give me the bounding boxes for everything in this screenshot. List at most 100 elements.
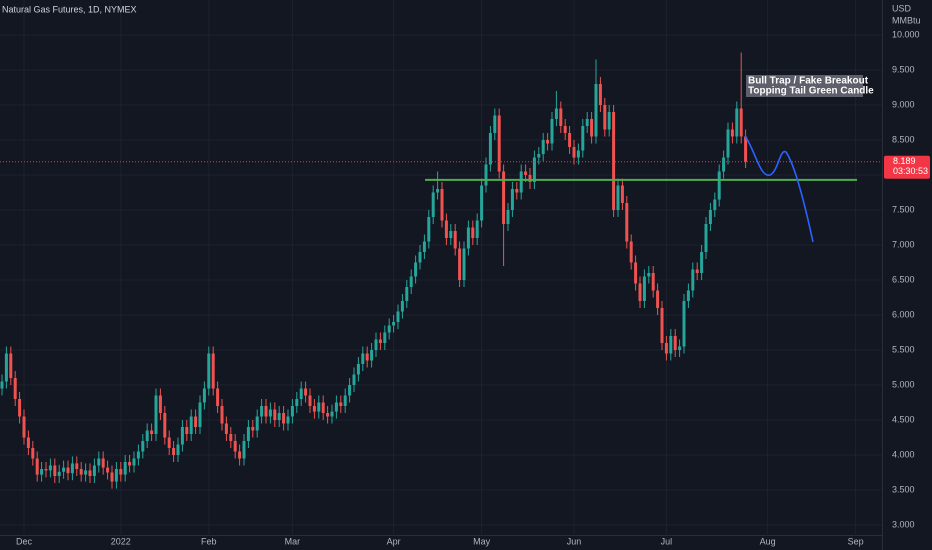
candle-body — [612, 112, 616, 210]
candle-body — [189, 416, 193, 434]
candle-body — [431, 192, 435, 217]
y-tick-label: 10.000 — [892, 29, 920, 39]
candle-body — [625, 203, 629, 242]
candle-body — [370, 350, 374, 361]
candle-body — [224, 423, 228, 434]
y-tick-label: 4.000 — [892, 449, 915, 459]
candle-body — [70, 463, 74, 474]
candle-body — [568, 133, 572, 147]
candle-body — [295, 399, 299, 406]
candle-body — [365, 353, 369, 361]
candle-body — [634, 262, 638, 284]
candle-body — [123, 462, 127, 475]
candle-body — [414, 262, 418, 277]
candle-body — [101, 458, 105, 468]
x-tick-label: Apr — [387, 536, 401, 546]
candle-body — [242, 441, 246, 459]
candle-body — [528, 175, 532, 182]
candle-body — [493, 115, 497, 133]
candle-body — [154, 395, 158, 434]
candle-body — [546, 140, 550, 144]
candle-body — [629, 241, 633, 263]
y-tick-label: 4.500 — [892, 414, 915, 424]
candle-body — [141, 441, 145, 452]
y-tick-label: 8.500 — [892, 134, 915, 144]
candle-body — [356, 364, 360, 375]
candle-body — [172, 448, 176, 455]
candle-body — [92, 465, 96, 476]
candle-body — [44, 469, 48, 471]
candle-body — [374, 339, 378, 350]
candle-body — [304, 388, 308, 396]
candle-body — [378, 339, 382, 343]
candle-body — [594, 84, 598, 137]
candle-body — [211, 353, 215, 389]
candle-body — [339, 402, 343, 406]
candle-body — [691, 269, 695, 291]
candle-body — [620, 185, 624, 203]
candle-body — [290, 406, 294, 417]
candle-body — [682, 301, 686, 347]
candle-body — [167, 437, 171, 448]
candle-body — [396, 311, 400, 322]
y-tick-label: 3.000 — [892, 519, 915, 529]
candle-body — [722, 157, 726, 172]
annotation-box — [746, 75, 863, 97]
x-tick-label: 2022 — [111, 536, 131, 546]
candle-body — [519, 171, 523, 193]
candle-body — [26, 437, 30, 448]
candle-body — [585, 119, 589, 126]
price-label-box — [884, 155, 930, 179]
candle-body — [700, 252, 704, 273]
candle-body — [713, 199, 717, 210]
candle-body — [735, 108, 739, 137]
y-tick-label: 9.000 — [892, 99, 915, 109]
candle-body — [0, 381, 4, 389]
candle-body — [686, 290, 690, 301]
candle-body — [282, 413, 286, 424]
candle-body — [744, 136, 748, 162]
candle-body — [158, 395, 162, 413]
candle-body — [308, 395, 312, 406]
candle-body — [106, 467, 110, 473]
candle-body — [110, 472, 114, 482]
candle-body — [128, 462, 132, 466]
candle-body — [18, 399, 22, 417]
candle-body — [176, 444, 180, 455]
candle-body — [739, 108, 743, 137]
candle-body — [198, 402, 202, 427]
x-tick-label: Aug — [760, 536, 776, 546]
candle-body — [726, 129, 730, 158]
x-tick-label: Dec — [16, 536, 33, 546]
candle-body — [708, 210, 712, 224]
chart-title: Natural Gas Futures, 1D, NYMEX — [2, 4, 137, 14]
candle-body — [66, 467, 70, 474]
candle-body — [4, 353, 8, 382]
projection-curve — [744, 135, 814, 243]
candle-body — [62, 467, 66, 472]
candle-body — [220, 406, 224, 424]
candle-body — [603, 105, 607, 130]
candle-body — [277, 413, 281, 420]
candle-body — [576, 150, 580, 158]
candle-body — [40, 469, 44, 475]
candle-body — [497, 115, 501, 172]
candle-body — [436, 189, 440, 193]
candle-body — [418, 252, 422, 263]
y-tick-label: 6.500 — [892, 274, 915, 284]
candle-body — [422, 241, 426, 252]
candle-body — [669, 336, 673, 354]
candle-body — [664, 343, 668, 354]
candle-body — [31, 448, 35, 459]
candle-body — [114, 469, 118, 482]
candle-body — [678, 346, 682, 350]
candle-body — [13, 378, 17, 399]
candle-body — [75, 463, 79, 469]
candle-body — [352, 374, 356, 385]
candle-body — [321, 402, 325, 413]
candle-body — [590, 119, 594, 137]
y-tick-label: 6.000 — [892, 309, 915, 319]
candle-body — [515, 189, 519, 193]
candle-body — [400, 301, 404, 312]
candle-body — [194, 416, 198, 427]
